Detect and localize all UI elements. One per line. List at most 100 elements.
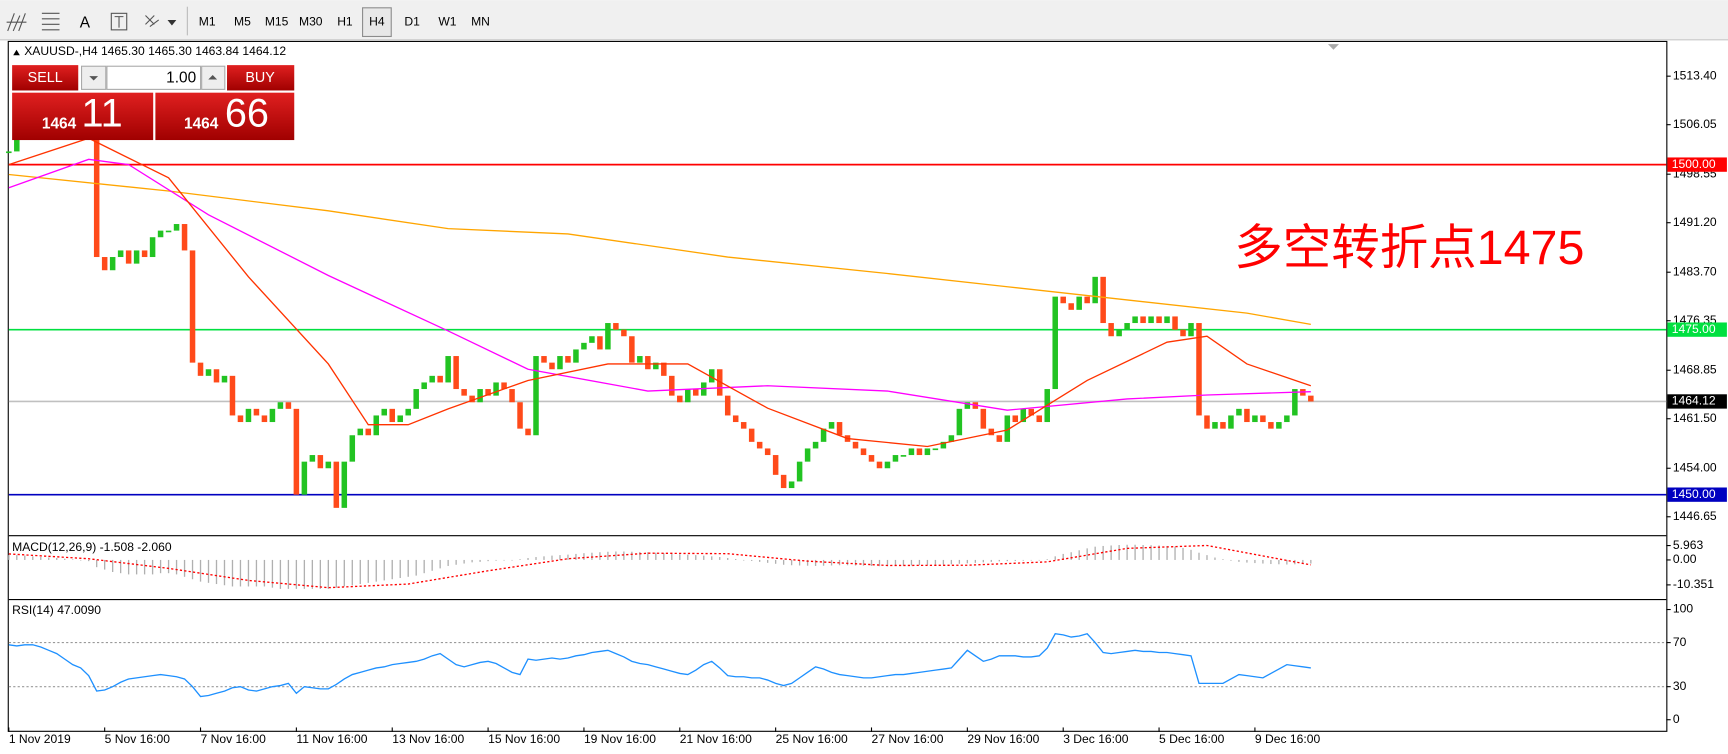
icon-arrows[interactable] bbox=[145, 15, 160, 27]
candle bbox=[565, 356, 571, 363]
timeframe-button[interactable]: H4 bbox=[369, 14, 385, 28]
candle bbox=[677, 395, 683, 403]
macd-bar bbox=[1206, 555, 1208, 560]
timeframe-button[interactable]: M1 bbox=[199, 14, 216, 28]
candle bbox=[1292, 389, 1298, 416]
icon-label[interactable] bbox=[110, 12, 128, 31]
macd-bar bbox=[255, 559, 258, 587]
candle bbox=[157, 230, 164, 238]
macd-bar bbox=[1246, 559, 1248, 563]
macd-bar bbox=[950, 559, 953, 565]
macd-bar bbox=[1006, 559, 1008, 562]
candle bbox=[629, 336, 635, 363]
timeframe-button[interactable]: D1 bbox=[404, 14, 420, 28]
macd-bar bbox=[790, 559, 793, 566]
macd-bar bbox=[455, 559, 457, 565]
bid-box[interactable] bbox=[12, 92, 154, 141]
ask-box[interactable] bbox=[155, 92, 295, 141]
macd-bar bbox=[1062, 553, 1064, 560]
macd-bar bbox=[48, 557, 50, 560]
candle bbox=[245, 408, 252, 423]
candle bbox=[1124, 323, 1130, 330]
sell-button[interactable] bbox=[12, 65, 79, 91]
macd-bar bbox=[399, 559, 401, 579]
macd-bar bbox=[607, 551, 609, 560]
icon-channel[interactable] bbox=[41, 12, 60, 31]
buy-button[interactable] bbox=[227, 65, 295, 91]
sell-label: SELL bbox=[28, 70, 63, 86]
candle bbox=[517, 402, 523, 429]
macd-bar bbox=[814, 559, 817, 566]
collapse-arrow[interactable] bbox=[13, 49, 20, 56]
candle bbox=[581, 342, 587, 350]
macd-bar bbox=[543, 556, 545, 560]
macd-bar bbox=[1278, 559, 1280, 565]
macd-bar bbox=[639, 551, 641, 560]
macd-bar bbox=[902, 559, 905, 566]
candle bbox=[293, 408, 300, 495]
candle bbox=[429, 375, 435, 383]
plot-area: 1513.401506.051498.551491.201483.701476.… bbox=[6, 68, 1727, 746]
timeframe-button[interactable]: W1 bbox=[438, 14, 456, 28]
candle bbox=[1140, 316, 1146, 324]
macd-bar bbox=[287, 559, 290, 589]
y-tick-label: 70 bbox=[1673, 635, 1687, 649]
candle bbox=[237, 415, 244, 423]
macd-bar bbox=[447, 559, 449, 566]
macd-bar bbox=[1310, 559, 1312, 564]
macd-bar bbox=[1014, 559, 1016, 561]
macd-bar bbox=[319, 559, 322, 589]
macd-bar bbox=[495, 559, 497, 561]
timeframe-button[interactable]: M30 bbox=[299, 14, 323, 28]
candle bbox=[477, 389, 483, 403]
macd-bar bbox=[862, 559, 865, 566]
candle bbox=[1308, 395, 1314, 402]
candle bbox=[868, 455, 875, 462]
volume-input[interactable] bbox=[106, 65, 202, 90]
candle bbox=[333, 461, 340, 508]
timeframe-button[interactable]: M5 bbox=[234, 14, 251, 28]
macd-bar bbox=[1142, 544, 1144, 560]
y-tick-label: 0.00 bbox=[1673, 552, 1697, 566]
macd-bar bbox=[822, 559, 825, 566]
candle bbox=[109, 257, 116, 271]
candle bbox=[796, 461, 803, 482]
macd-bar bbox=[503, 559, 505, 561]
timeframe-button[interactable]: M15 bbox=[265, 14, 289, 28]
macd-bar bbox=[127, 559, 130, 575]
macd-bar bbox=[64, 558, 66, 560]
macd-title: MACD(12,26,9) -1.508 -2.060 bbox=[12, 540, 172, 554]
candle bbox=[605, 323, 611, 350]
text-tool[interactable]: A bbox=[80, 14, 91, 31]
macd-bar bbox=[766, 559, 769, 563]
candle bbox=[189, 250, 196, 363]
timeframe-button[interactable]: MN bbox=[471, 14, 490, 28]
candle bbox=[405, 408, 411, 416]
candle bbox=[1204, 415, 1210, 429]
candle bbox=[693, 389, 699, 396]
toolbar-bg bbox=[0, 0, 1728, 40]
macd-bar bbox=[439, 559, 441, 569]
moving-average bbox=[8, 173, 1311, 326]
dropdown-arrow[interactable] bbox=[167, 19, 177, 26]
candle bbox=[924, 448, 931, 456]
macd-bar bbox=[96, 559, 98, 568]
x-tick-label: 15 Nov 16:00 bbox=[488, 732, 560, 746]
candle bbox=[14, 138, 20, 152]
candle bbox=[253, 408, 260, 416]
candle bbox=[956, 408, 963, 436]
macd-bar bbox=[1030, 559, 1032, 561]
macd-bar bbox=[167, 559, 170, 574]
price-label: 1450.00 bbox=[1672, 487, 1716, 501]
candle bbox=[309, 455, 316, 462]
price-label: 1464.12 bbox=[1672, 394, 1716, 408]
macd-bar bbox=[199, 559, 202, 582]
icon-fib[interactable] bbox=[6, 13, 27, 32]
y-tick-label: 0 bbox=[1673, 712, 1680, 726]
y-tick-label: 1483.70 bbox=[1673, 264, 1717, 278]
candle bbox=[820, 428, 827, 442]
macd-bar bbox=[591, 552, 593, 560]
timeframe-button[interactable]: H1 bbox=[337, 14, 353, 28]
ask-small: 66 bbox=[225, 91, 269, 135]
